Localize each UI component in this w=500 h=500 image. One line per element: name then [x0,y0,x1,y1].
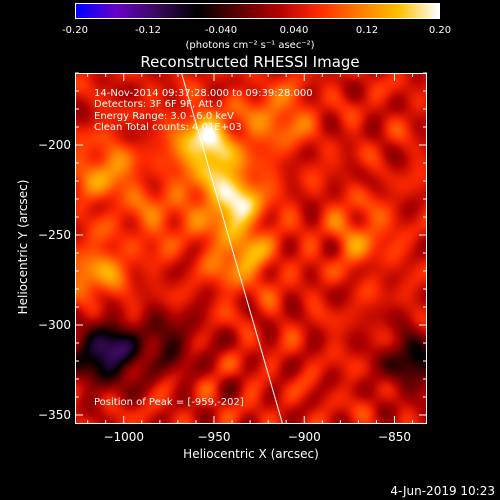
colorbar-unit-label: (photons cm⁻² s⁻¹ asec⁻²) [185,40,315,51]
x-tick-label: −950 [198,430,231,444]
y-tick-label: −200 [38,138,71,152]
colorbar-tick-label: -0.12 [135,25,161,36]
plot-title: Reconstructed RHESSI Image [140,53,360,71]
colorbar-tick-label: 0.20 [428,25,452,36]
annotation-peak-position: Position of Peak = [-959,-202] [94,397,244,408]
y-tick-label: −350 [38,408,71,422]
colorbar-tick-label: -0.040 [204,25,238,36]
y-tick-label: −300 [38,318,71,332]
colorbar-gradient [75,3,440,19]
colorbar-tick-label: 0.12 [355,25,379,36]
colorbar-tick-label: 0.040 [279,25,309,36]
colorbar-tick-label: -0.20 [62,25,88,36]
x-axis-label: Heliocentric X (arcsec) [183,447,319,461]
annotation-time-range: 14-Nov-2014 09:37:28.000 to 09:39:28.000 [94,88,313,99]
y-tick-label: −250 [38,228,71,242]
annotation-detectors: Detectors: 3F 6F 9F, Att 0 [94,99,223,110]
x-tick-label: −1000 [103,430,144,444]
x-tick-label: −900 [288,430,321,444]
annotation-clean: Clean Total counts: 4.01E+03 [94,122,242,133]
x-tick-label: −850 [378,430,411,444]
footer-date: 4-Jun-2019 10:23 [390,484,495,498]
annotation-energy: Energy Range: 3.0 - 6.0 keV [94,111,234,122]
colorbar [75,3,440,19]
y-axis-label: Heliocentric Y (arcsec) [16,179,30,315]
